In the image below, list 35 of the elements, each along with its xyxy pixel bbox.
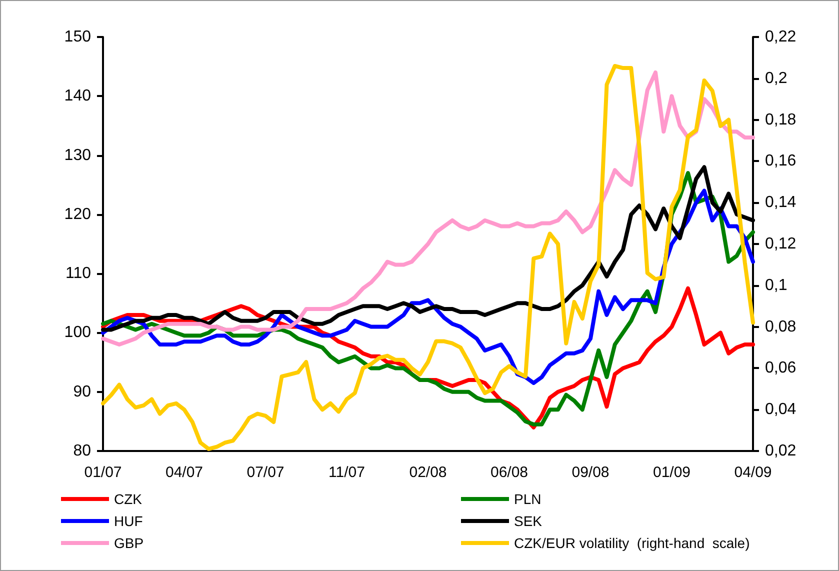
y-tick-label: 150 xyxy=(64,28,92,46)
legend-label: CZK xyxy=(114,491,143,507)
y-tick-label: 120 xyxy=(64,206,92,223)
y-tick-label: 80 xyxy=(73,442,92,460)
y2-tick-label: 0,16 xyxy=(765,152,796,170)
legend-label: SEK xyxy=(514,513,543,529)
x-tick-label: 11/07 xyxy=(328,464,365,481)
y2-tick-label: 0,22 xyxy=(765,28,796,46)
y2-tick-label: 0,12 xyxy=(765,236,796,252)
line-series xyxy=(101,70,755,347)
y2-tick-label: 0,06 xyxy=(765,360,796,377)
x-tick-label: 04/07 xyxy=(165,464,204,481)
y2-tick-label: 0,14 xyxy=(765,194,796,212)
y-tick-label: 100 xyxy=(64,324,92,342)
y2-tick-label: 0,2 xyxy=(765,70,788,87)
y-tick-label: 130 xyxy=(64,146,92,164)
y-tick-label: 90 xyxy=(73,383,92,400)
y2-tick-label: 0,18 xyxy=(765,111,796,128)
y-tick-label: 140 xyxy=(64,88,92,105)
y2-tick-label: 0,02 xyxy=(765,442,796,460)
y2-tick-label: 0,04 xyxy=(765,401,796,418)
x-tick-label: 01/07 xyxy=(84,464,122,481)
x-tick-label: 07/07 xyxy=(246,464,284,481)
y2-tick-label: 0,1 xyxy=(765,276,788,294)
legend-label: HUF xyxy=(114,513,143,529)
x-tick-label: 06/08 xyxy=(490,464,528,481)
x-tick-label: 01/09 xyxy=(652,464,691,481)
y2-tick-label: 0,08 xyxy=(765,318,796,336)
legend-label: PLN xyxy=(514,491,542,507)
legend-label: CZK/EUR volatility (right-hand scale) xyxy=(514,535,750,551)
x-tick-label: 02/08 xyxy=(409,464,447,481)
x-tick-label: 09/08 xyxy=(572,464,610,481)
legend-label: GBP xyxy=(114,535,144,551)
y-tick-label: 110 xyxy=(65,265,92,282)
x-tick-label: 04/09 xyxy=(734,464,772,481)
